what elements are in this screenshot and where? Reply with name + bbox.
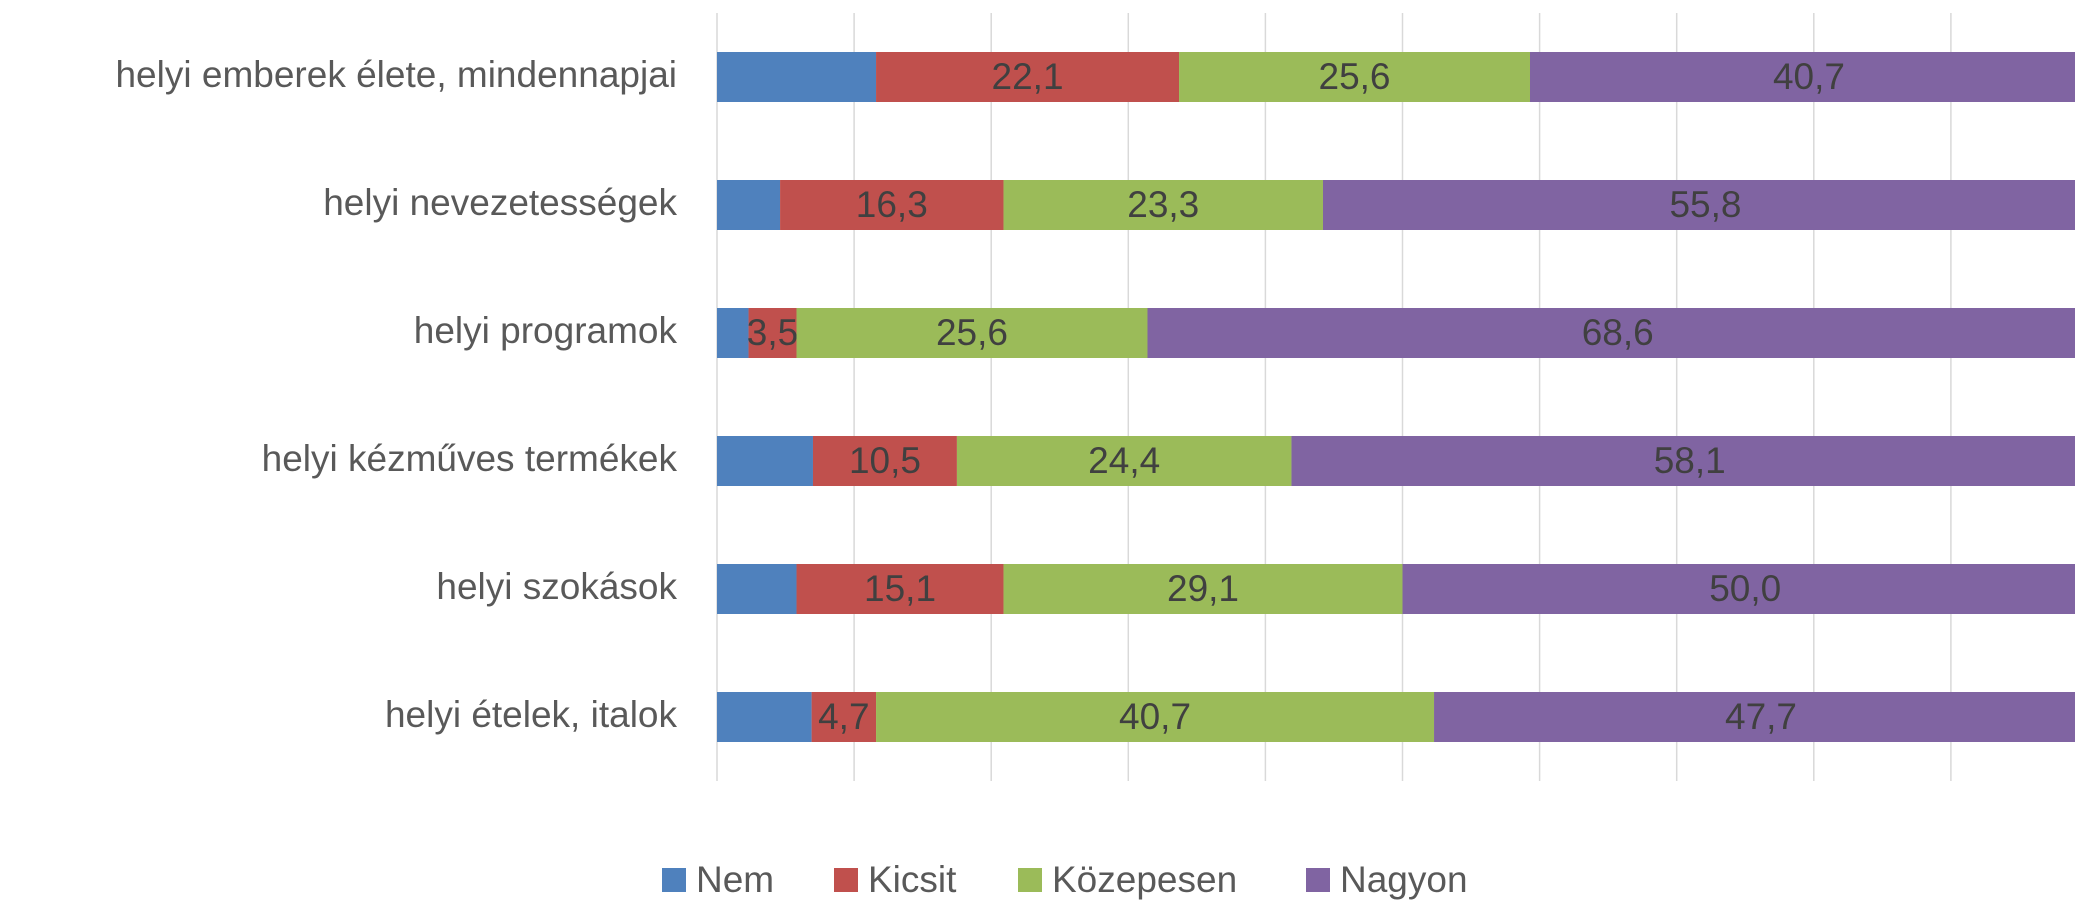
legend-swatch: [1018, 868, 1042, 892]
y-tick-label: helyi nevezetességek: [323, 182, 677, 223]
data-label: 22,1: [992, 56, 1064, 97]
data-label: 40,7: [1773, 56, 1845, 97]
y-tick-label: helyi emberek élete, mindennapjai: [115, 54, 677, 95]
bar-segment: [1402, 564, 2075, 614]
bar-segment: [717, 436, 813, 486]
data-label: 47,7: [1725, 696, 1797, 737]
y-tick-label: helyi kézműves termékek: [262, 438, 678, 479]
bar-segment: [811, 692, 877, 742]
legend-label: Nem: [696, 859, 774, 900]
bar-segment: [956, 436, 1292, 486]
bar-segment: [717, 52, 877, 102]
data-label: 16,3: [856, 184, 928, 225]
legend-label: Közepesen: [1052, 859, 1237, 900]
bar-segment: [717, 564, 797, 614]
bar-segment: [1147, 308, 2075, 358]
bar-segment: [1291, 436, 2075, 486]
y-tick-label: helyi programok: [414, 310, 678, 351]
bar-segment: [1179, 52, 1531, 102]
legend-label: Nagyon: [1340, 859, 1468, 900]
legend-label: Kicsit: [868, 859, 957, 900]
data-label: 23,3: [1127, 184, 1199, 225]
bar-segment: [748, 308, 797, 358]
data-label: 24,4: [1088, 440, 1160, 481]
data-label: 50,0: [1709, 568, 1781, 609]
legend-swatch: [1306, 868, 1330, 892]
bar-segment: [876, 692, 1435, 742]
bar-segment: [1003, 180, 1323, 230]
legend-swatch: [834, 868, 858, 892]
bar-segment: [1322, 180, 2075, 230]
data-label: 68,6: [1582, 312, 1654, 353]
data-label: 10,5: [849, 440, 921, 481]
data-label: 58,1: [1654, 440, 1726, 481]
data-label: 25,6: [1319, 56, 1391, 97]
bar-segment: [812, 436, 957, 486]
legend-swatch: [662, 868, 686, 892]
data-label: 25,6: [936, 312, 1008, 353]
bar-segment: [796, 564, 1004, 614]
data-label: 15,1: [864, 568, 936, 609]
bar-segment: [1003, 564, 1403, 614]
data-label: 40,7: [1119, 696, 1191, 737]
bar-segment: [717, 180, 781, 230]
y-tick-label: helyi szokások: [436, 566, 677, 607]
data-label: 55,8: [1669, 184, 1741, 225]
bar-segment: [780, 180, 1004, 230]
bar-segment: [717, 692, 812, 742]
data-label: 29,1: [1167, 568, 1239, 609]
y-tick-label: helyi ételek, italok: [385, 694, 678, 735]
bar-segment: [717, 308, 749, 358]
bar-segment: [876, 52, 1180, 102]
bar-segment: [796, 308, 1148, 358]
bar-segment: [1434, 692, 2075, 742]
data-label: 3,5: [747, 312, 798, 353]
bar-segment: [1530, 52, 2075, 102]
data-label: 4,7: [818, 696, 869, 737]
